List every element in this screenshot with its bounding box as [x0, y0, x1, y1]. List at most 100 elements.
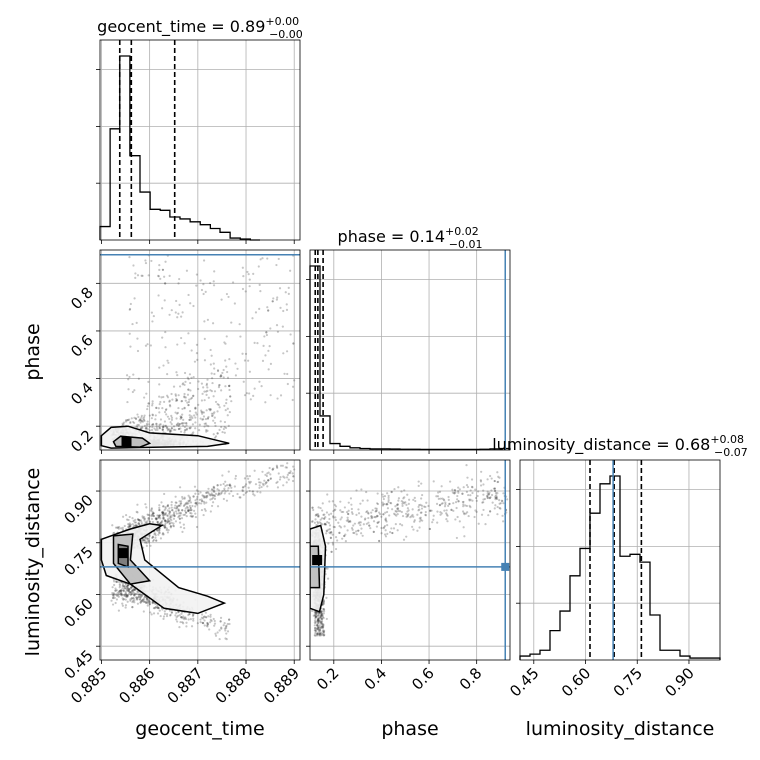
sample-point — [171, 514, 174, 517]
sample-point — [370, 511, 373, 514]
sample-point — [234, 374, 238, 377]
sample-point — [136, 413, 139, 416]
sample-point — [161, 428, 164, 431]
sample-point — [203, 320, 206, 323]
sample-point — [185, 505, 189, 508]
sample-point — [141, 420, 144, 423]
sample-point — [432, 480, 435, 483]
sample-point — [213, 495, 217, 498]
sample-point — [196, 495, 199, 499]
sample-point — [320, 621, 323, 624]
sample-point — [311, 506, 314, 509]
sample-point — [124, 598, 127, 601]
sample-point — [159, 423, 162, 426]
sample-point — [170, 414, 173, 417]
sample-point — [188, 427, 192, 430]
sample-point — [482, 493, 485, 496]
sample-point — [128, 332, 131, 335]
sample-point — [166, 514, 169, 517]
sample-point — [187, 494, 190, 497]
sample-point — [283, 476, 286, 479]
sample-point — [454, 491, 457, 494]
sample-point — [497, 475, 500, 478]
sample-point — [141, 598, 144, 602]
sample-point — [457, 490, 460, 493]
sample-point — [129, 591, 132, 594]
sample-point — [194, 505, 197, 508]
sample-point — [135, 321, 138, 324]
sample-point — [314, 632, 317, 635]
sample-point — [170, 427, 173, 430]
sample-point — [143, 541, 147, 544]
sample-point — [114, 587, 117, 590]
sample-point — [469, 505, 472, 509]
truth-marker — [501, 562, 510, 571]
sample-point — [200, 499, 204, 503]
sample-point — [495, 496, 498, 500]
sample-point — [334, 508, 337, 511]
sample-point — [130, 586, 133, 589]
sample-point — [486, 490, 489, 493]
sample-point — [187, 618, 190, 621]
sample-point — [196, 358, 199, 361]
sample-point — [187, 509, 190, 513]
sample-point — [123, 587, 126, 590]
sample-point — [127, 590, 130, 593]
sample-point — [220, 425, 223, 429]
sample-point — [227, 487, 230, 490]
sample-point — [328, 500, 331, 503]
sample-point — [216, 488, 219, 491]
sample-point — [291, 398, 294, 402]
sample-point — [334, 547, 338, 551]
sample-point — [239, 335, 242, 338]
sample-point — [111, 586, 114, 589]
sample-point — [435, 495, 438, 498]
sample-point — [496, 471, 499, 474]
sample-point — [282, 475, 285, 478]
sample-point — [163, 420, 167, 423]
sample-point — [147, 541, 151, 544]
sample-point — [194, 427, 197, 430]
sample-point — [119, 590, 123, 593]
sample-point — [117, 591, 120, 594]
sample-point — [446, 514, 449, 517]
sample-point — [196, 622, 199, 625]
sample-point — [216, 484, 219, 487]
sample-point — [316, 520, 319, 523]
sample-point — [224, 625, 228, 628]
sample-point — [140, 594, 143, 597]
sample-point — [349, 497, 353, 500]
sample-point — [178, 500, 181, 503]
sample-point — [331, 500, 334, 503]
sample-point — [183, 513, 187, 516]
sample-point — [183, 497, 186, 500]
sample-point — [446, 520, 449, 523]
sample-point — [133, 521, 136, 524]
sample-point — [317, 626, 320, 629]
sample-point — [178, 614, 181, 617]
sample-point — [474, 488, 477, 491]
sample-point — [128, 522, 131, 525]
sample-point — [316, 619, 319, 622]
sample-point — [168, 520, 171, 523]
sample-point — [192, 495, 195, 498]
sample-point — [142, 538, 145, 541]
sample-point — [168, 404, 172, 407]
sample-point — [378, 539, 381, 543]
sample-point — [314, 615, 318, 618]
sample-point — [158, 531, 161, 535]
sample-point — [432, 514, 435, 517]
sample-point — [145, 596, 149, 600]
sample-point — [418, 526, 421, 529]
sample-point — [122, 589, 125, 593]
sample-point — [122, 598, 125, 601]
sample-point — [292, 342, 295, 345]
sample-point — [160, 520, 164, 523]
sample-point — [194, 515, 198, 519]
sample-point — [139, 421, 142, 424]
sample-point — [376, 521, 379, 524]
sample-point — [379, 513, 382, 516]
sample-point — [128, 587, 131, 591]
sample-point — [174, 510, 178, 513]
sample-point — [382, 513, 385, 516]
